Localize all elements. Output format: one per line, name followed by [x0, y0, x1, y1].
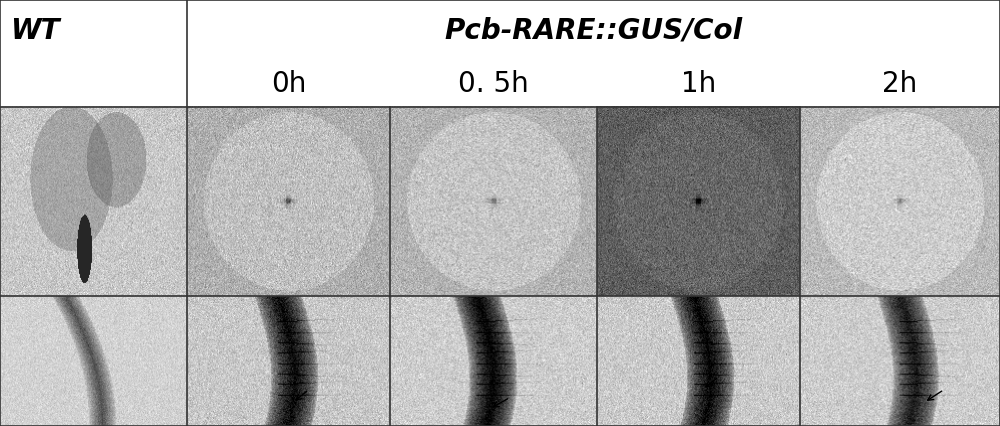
Bar [2, 75, 133, 102]
Text: Pcb-RARE::GUS/Col: Pcb-RARE::GUS/Col [444, 17, 743, 45]
Text: WT: WT [10, 17, 60, 45]
Text: 0. 5h: 0. 5h [458, 70, 529, 98]
Text: 1h: 1h [681, 70, 716, 98]
Text: 2h: 2h [882, 70, 918, 98]
Text: 0h: 0h [271, 70, 306, 98]
